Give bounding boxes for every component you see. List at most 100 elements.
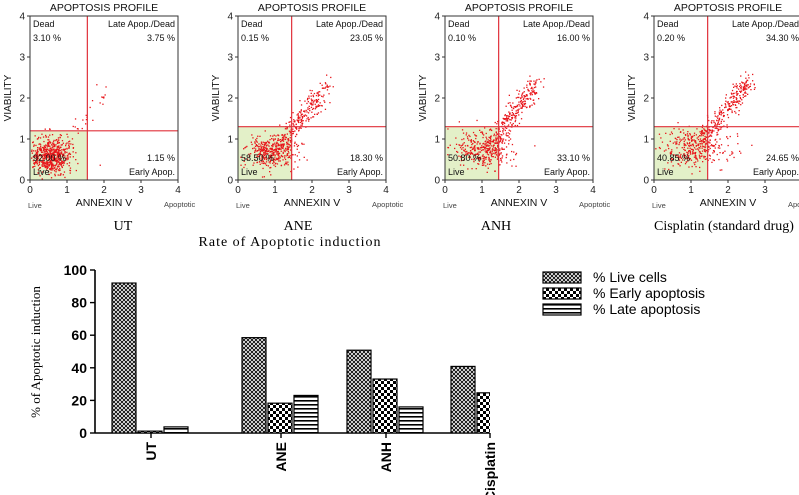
scatter-dot (509, 115, 511, 117)
scatter-dot (265, 154, 267, 156)
x-axis-left-label: Live (652, 201, 666, 210)
scatter-dot (694, 141, 696, 143)
scatter-dot (670, 157, 672, 160)
scatter-dot (101, 96, 103, 98)
scatter-dot (49, 150, 51, 153)
scatter-dot (735, 98, 738, 101)
scatter-dot (266, 153, 268, 155)
scatter-dot (714, 115, 716, 117)
scatter-dot (40, 155, 42, 157)
scatter-dot (474, 149, 476, 152)
y-tick-label: 3 (434, 53, 440, 64)
scatter-dot (683, 146, 685, 148)
scatter-dot (43, 153, 45, 155)
scatter-dot (683, 154, 685, 156)
scatter-dot (515, 112, 517, 115)
y-tick-label: 4 (19, 12, 25, 23)
scatter-dot (254, 141, 256, 143)
scatter-dot (749, 85, 751, 87)
scatter-dot (299, 117, 301, 119)
scatter-dot (675, 143, 677, 145)
scatter-dot (320, 104, 322, 107)
scatter-dot (48, 145, 50, 147)
scatter-dot (255, 144, 257, 146)
scatter-dot (691, 165, 693, 168)
scatter-dot (60, 162, 62, 164)
scatter-dot (496, 123, 498, 125)
scatter-dot (58, 150, 60, 152)
scatter-dot (722, 109, 724, 111)
scatter-dot (743, 92, 746, 94)
scatter-dot (485, 136, 487, 138)
scatter-dot (32, 141, 34, 144)
scatter-dot (52, 167, 54, 169)
scatter-dot (731, 101, 734, 103)
scatter-dot (753, 83, 755, 85)
y-tick-label: 2 (19, 94, 25, 105)
scatter-dot (709, 147, 711, 150)
scatter-dot (501, 141, 503, 143)
scatter-dot (710, 145, 712, 147)
scatter-dot (742, 86, 745, 88)
scatter-dot (474, 134, 476, 136)
scatter-dot (459, 146, 462, 149)
scatter-dot (61, 160, 63, 162)
scatter-dot (293, 119, 295, 121)
scatter-dot (730, 92, 733, 94)
bar-ut-checker (137, 430, 163, 433)
scatter-dot (264, 163, 267, 165)
scatter-dot (324, 87, 326, 89)
scatter-dot (667, 162, 669, 164)
scatter-dot (502, 133, 505, 135)
scatter-dot (700, 130, 703, 133)
scatter-dot (300, 113, 303, 116)
scatter-dot (55, 171, 57, 173)
scatter-dot (500, 157, 502, 160)
scatter-dot (743, 83, 746, 85)
scatter-dot (38, 136, 40, 139)
scatter-dot (511, 124, 513, 126)
scatter-dot (727, 109, 729, 111)
scatter-dot (472, 148, 474, 150)
scatter-dot (265, 150, 268, 152)
scatter-dot (261, 176, 264, 178)
scatter-dot (701, 141, 703, 143)
scatter-dot (47, 161, 49, 163)
scatter-dot (52, 145, 54, 147)
scatter-dot (739, 83, 741, 85)
scatter-dot (711, 131, 713, 133)
scatter-dot (499, 148, 501, 150)
scatter-dot (711, 120, 713, 122)
scatter-dot (526, 84, 528, 86)
scatter-dot (51, 150, 53, 152)
scatter-dot (744, 95, 746, 97)
scatter-dots (447, 75, 545, 173)
scatter-dot (713, 159, 715, 162)
scatter-dot (687, 147, 689, 149)
scatter-dot (480, 149, 483, 152)
scatter-dot (678, 163, 680, 165)
scatter-dot (50, 168, 52, 170)
scatter-dot (531, 104, 533, 106)
scatter-dot (481, 147, 483, 149)
scatter-dot (246, 145, 248, 148)
scatter-dot (274, 149, 277, 151)
scatter-dot (263, 149, 265, 151)
scatter-dot (53, 167, 55, 170)
scatter-dot (475, 135, 477, 137)
scatter-dot (521, 103, 523, 105)
scatter-dot (62, 153, 64, 156)
scatter-dot (279, 139, 281, 141)
scatter-dot (737, 93, 739, 95)
scatter-dot (56, 162, 58, 164)
dead-quadrant-percent: 0.20 % (657, 33, 685, 43)
scatter-dot (699, 131, 701, 133)
scatter-dot (296, 133, 298, 136)
scatter-dot (59, 147, 61, 149)
scatter-dot (488, 142, 490, 144)
scatter-dot (307, 108, 309, 111)
scatter-dot (265, 141, 268, 144)
scatter-dot (726, 101, 728, 103)
scatter-dot (274, 144, 276, 146)
